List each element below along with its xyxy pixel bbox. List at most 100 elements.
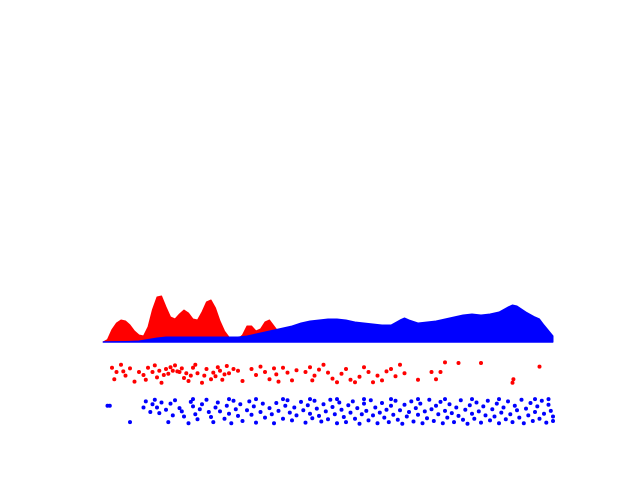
strip-point-2-15 [170, 413, 175, 418]
strip-point-2-157 [510, 420, 515, 425]
strip-point-2-180 [470, 397, 474, 402]
strip-point-1-71 [344, 367, 348, 371]
strip-point-2-16 [173, 398, 177, 403]
strip-point-2-13 [166, 420, 171, 425]
strip-point-2-93 [366, 418, 371, 423]
strip-point-2-114 [413, 406, 418, 411]
strip-point-1-73 [353, 380, 357, 385]
strip-point-1-64 [312, 373, 317, 378]
strip-point-1-3 [114, 370, 119, 374]
strip-point-1-59 [290, 378, 294, 383]
strip-point-1-65 [317, 367, 321, 372]
strip-point-2-133 [456, 413, 461, 418]
strip-point-1-15 [155, 375, 159, 380]
strip-point-2-80 [337, 400, 342, 405]
strip-point-1-27 [182, 376, 186, 380]
strip-point-1-41 [218, 368, 222, 373]
strip-point-1-94 [537, 364, 542, 369]
strip-point-2-102 [386, 420, 391, 425]
strip-point-2-155 [506, 399, 510, 404]
strip-point-2-171 [542, 411, 546, 416]
strip-point-1-66 [321, 362, 326, 367]
strip-point-1-89 [443, 360, 447, 365]
strip-point-1-51 [258, 364, 263, 369]
strip-point-2-40 [236, 413, 240, 418]
strip-point-2-73 [321, 402, 326, 407]
strip-point-1-23 [173, 363, 177, 368]
strip-point-2-24 [195, 417, 200, 422]
strip-point-2-86 [350, 399, 355, 404]
strip-point-2-28 [206, 410, 211, 414]
strip-point-2-5 [143, 399, 148, 404]
strip-point-2-8 [152, 397, 157, 402]
strip-point-2-140 [472, 416, 477, 421]
strip-point-2-131 [452, 420, 456, 425]
strip-point-2-179 [497, 397, 501, 402]
strip-point-2-106 [395, 417, 400, 422]
strip-point-1-49 [249, 367, 254, 371]
strip-point-1-21 [168, 365, 173, 370]
strip-point-2-98 [377, 410, 382, 415]
strip-point-1-86 [429, 370, 434, 374]
strip-point-1-70 [339, 371, 344, 376]
strip-point-1-53 [267, 377, 272, 382]
strip-point-2-39 [233, 407, 238, 412]
strip-point-1-91 [479, 361, 483, 365]
strip-point-2-138 [467, 403, 472, 408]
strip-point-2-141 [474, 400, 479, 405]
strip-point-2-122 [431, 419, 436, 423]
strip-point-2-111 [407, 410, 411, 414]
strip-point-1-28 [184, 371, 189, 376]
strip-point-1-1 [110, 365, 114, 370]
strip-point-1-84 [402, 371, 407, 376]
strip-point-2-134 [458, 398, 463, 403]
strip-point-1-63 [310, 378, 315, 383]
strip-point-1-80 [384, 369, 389, 374]
strip-point-2-81 [339, 407, 344, 412]
strip-point-2-159 [515, 408, 519, 413]
strip-point-2-164 [526, 413, 531, 418]
strip-point-2-46 [251, 404, 256, 409]
strip-point-1-45 [227, 371, 231, 376]
strip-point-1-31 [191, 365, 195, 370]
strip-point-1-17 [159, 380, 164, 385]
strip-point-1-76 [366, 370, 371, 374]
strip-point-2-65 [303, 420, 308, 425]
strip-point-2-71 [317, 413, 321, 418]
strip-point-1-40 [215, 365, 220, 370]
strip-point-1-46 [231, 367, 236, 371]
strip-point-1-48 [240, 379, 245, 383]
strip-point-1-14 [152, 363, 157, 368]
strip-point-2-67 [308, 411, 312, 416]
strip-point-1-18 [161, 373, 166, 377]
strip-point-2-17 [177, 406, 182, 411]
strip-point-1-30 [188, 373, 193, 378]
strip-point-1-42 [220, 377, 225, 382]
strip-point-2-101 [384, 407, 389, 412]
strip-point-2-128 [445, 415, 450, 420]
strip-point-2-70 [314, 406, 319, 411]
strip-point-2-72 [319, 419, 324, 424]
strip-point-2-121 [429, 407, 434, 412]
strip-point-1-57 [281, 365, 285, 370]
strip-point-2-36 [227, 411, 231, 416]
strip-point-2-176 [551, 419, 555, 423]
strip-point-1-32 [193, 362, 198, 367]
strip-point-2-149 [492, 414, 497, 419]
strip-point-2-55 [276, 408, 281, 413]
strip-point-1-90 [456, 361, 461, 365]
strip-point-2-77 [330, 405, 335, 409]
strip-point-1-72 [348, 377, 353, 382]
strip-point-1-37 [209, 377, 213, 382]
strip-point-1-69 [335, 380, 339, 385]
strip-point-2-119 [425, 416, 429, 421]
strip-point-1-44 [224, 364, 229, 368]
strip-layer [105, 360, 555, 426]
strip-point-2-20 [186, 421, 191, 426]
strip-point-1-36 [204, 367, 209, 371]
strip-point-2-118 [422, 409, 427, 414]
strip-point-1-93 [511, 377, 516, 382]
strip-point-2-47 [254, 420, 258, 425]
strip-point-2-188 [254, 397, 258, 402]
